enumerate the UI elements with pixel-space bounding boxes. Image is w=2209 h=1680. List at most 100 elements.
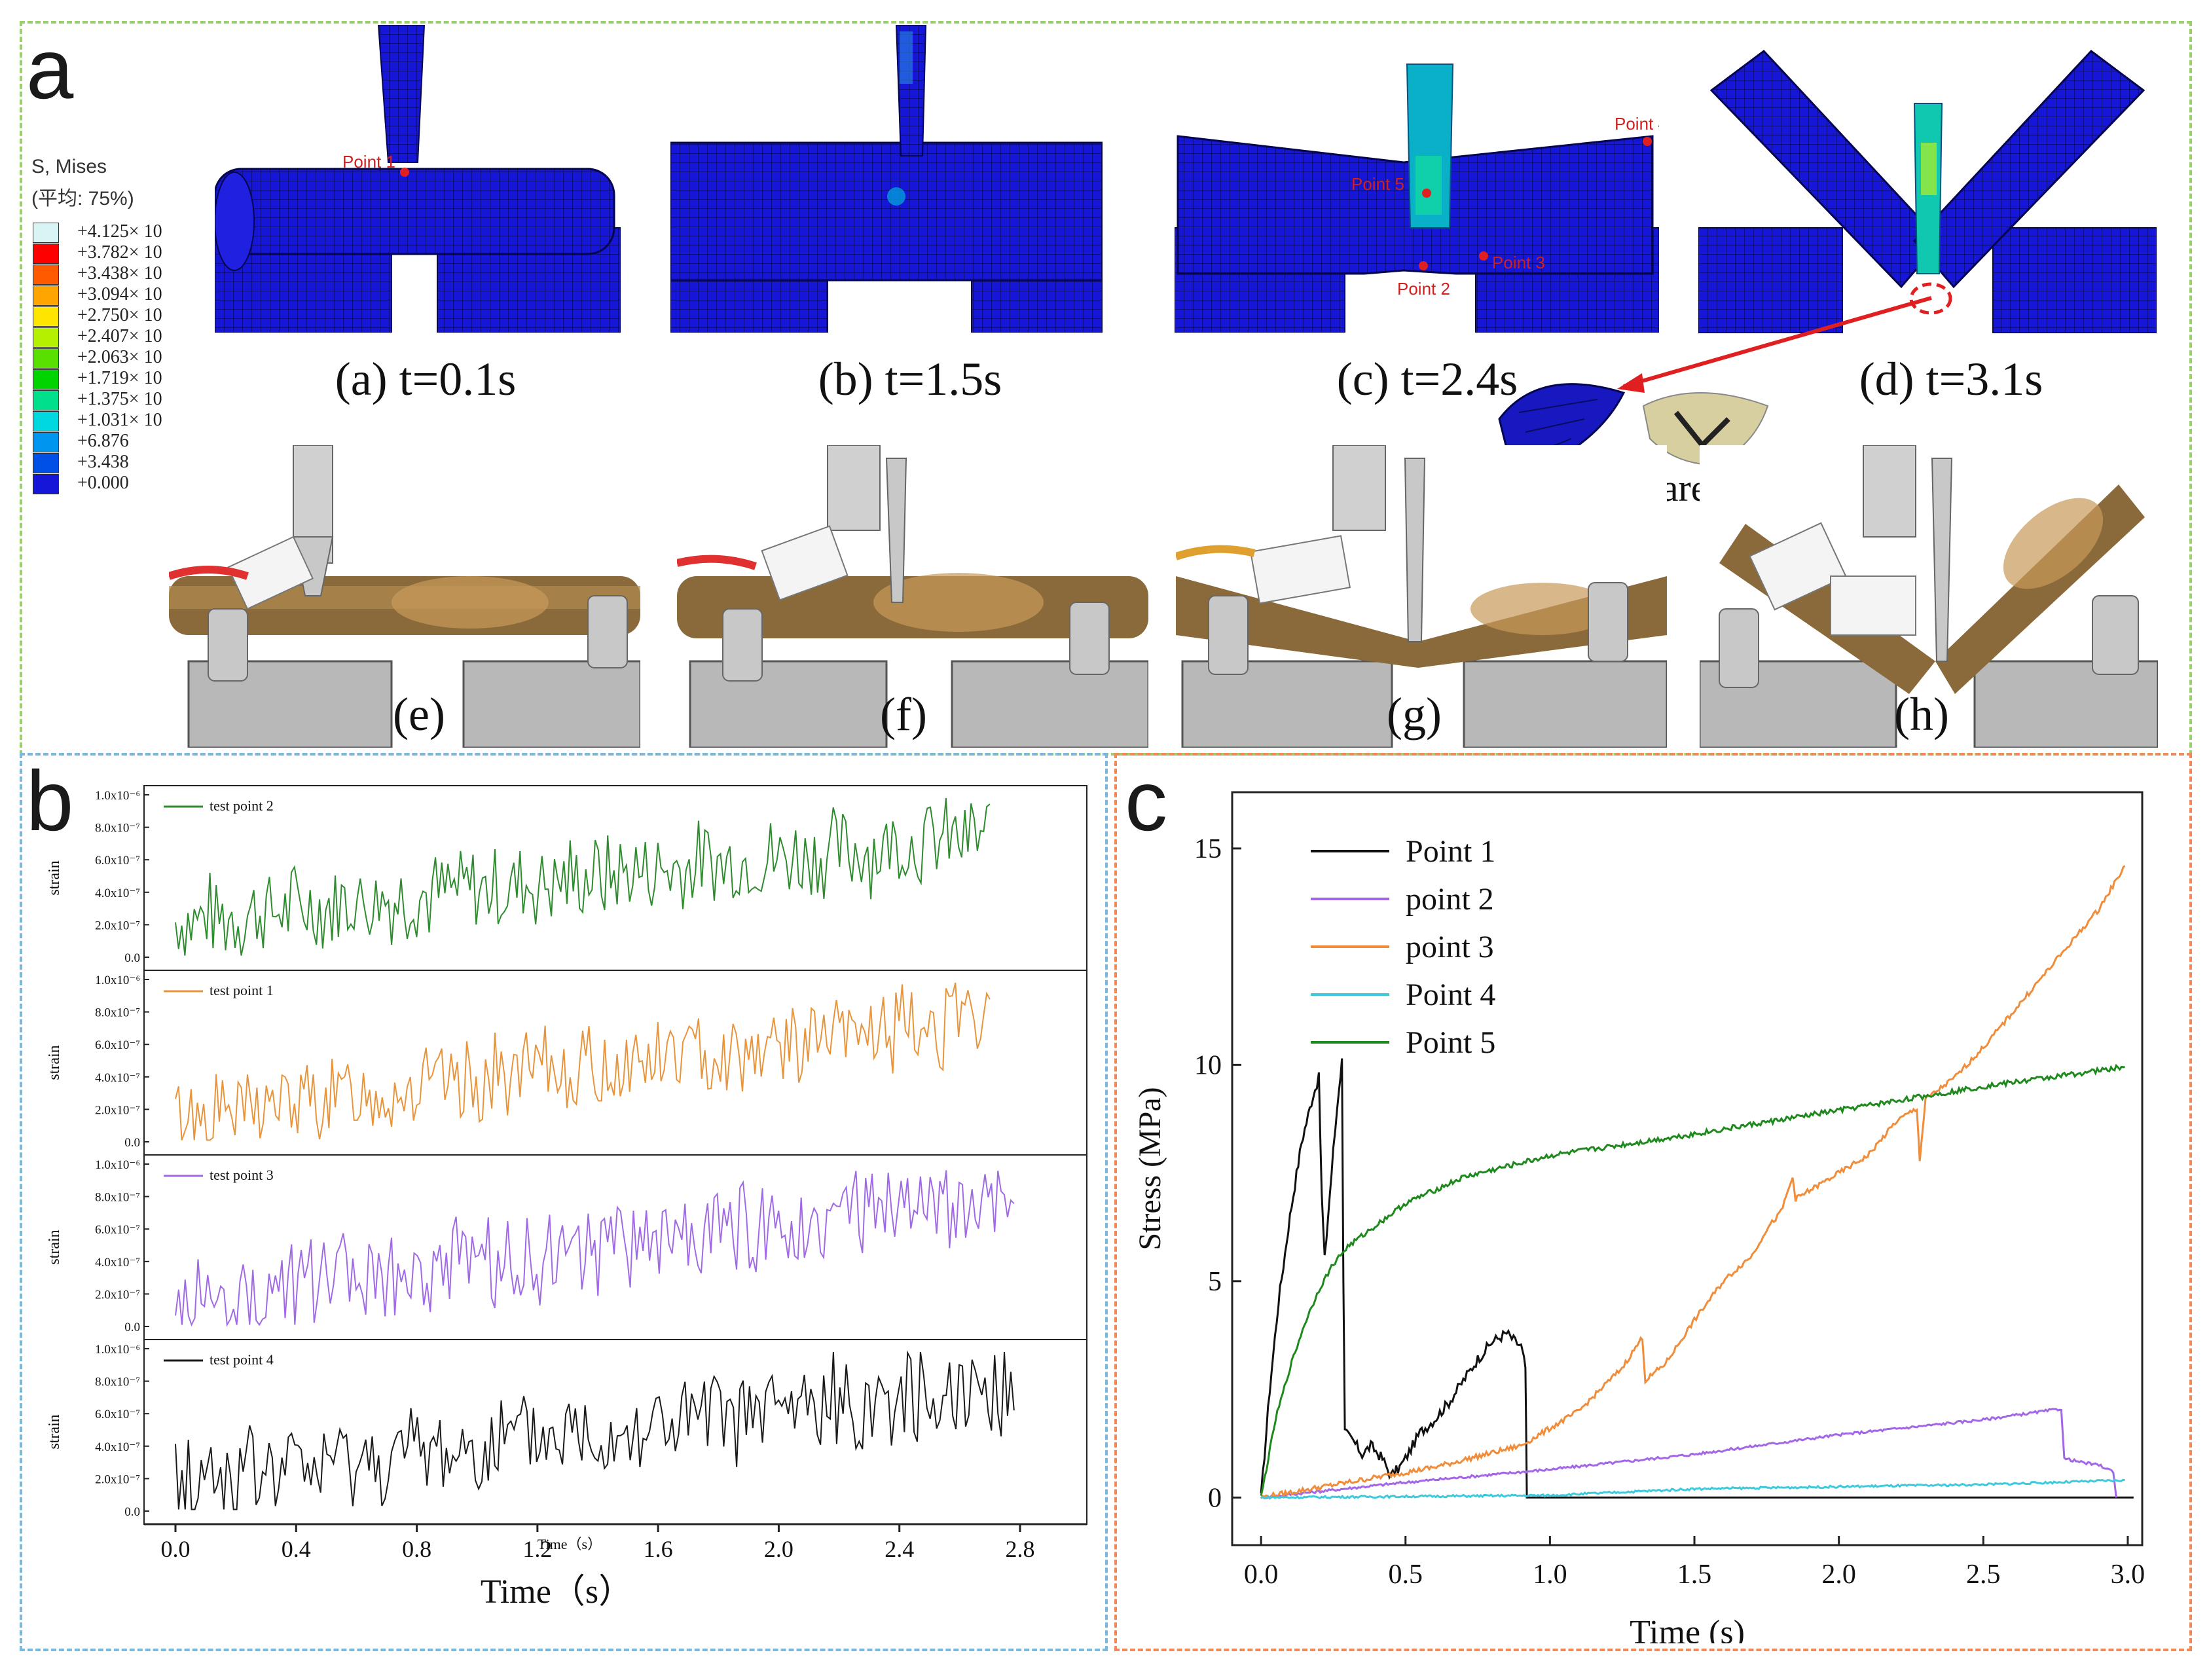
legend-swatch (33, 474, 59, 494)
x-tick-label: 0.5 (1389, 1560, 1423, 1590)
legend-entry: Point 1 (1406, 834, 1495, 869)
series-line (1260, 1478, 2125, 1500)
legend-swatch (33, 369, 59, 390)
y-tick-label: 8.0x10⁻⁷ (95, 1191, 140, 1205)
legend-entry: point 3 (1406, 930, 1494, 964)
caption-a: (a) t=0.1s (335, 353, 517, 405)
x-axis-label: Time（s） (481, 1573, 632, 1611)
legend-swatch (33, 390, 59, 411)
y-axis-label: Stress (MPa) (1133, 1087, 1167, 1250)
legend-label: +3.094× 10 (77, 284, 162, 304)
fea-snapshot-d (1698, 25, 2157, 339)
legend-label: +1.719× 10 (77, 368, 162, 388)
x-tick-label: 1.0 (1533, 1560, 1567, 1590)
y-tick-label: 1.0x10⁻⁶ (95, 1343, 140, 1357)
y-axis-label: strain (46, 1230, 63, 1264)
y-axis-label: strain (46, 1045, 63, 1080)
y-tick-label: 4.0x10⁻⁷ (95, 1256, 140, 1269)
plot-frame (1231, 791, 2144, 1546)
x-tick-label: 0.4 (282, 1536, 311, 1562)
fea-label-point1: Point 1 (342, 152, 395, 172)
x-tick-label: 0.0 (161, 1536, 191, 1562)
panel-b-letter: b (26, 753, 74, 849)
legend-swatch (33, 327, 59, 348)
strain-chart: 0.0 2.0x10⁻⁷ 4.0x10⁻⁷ 6.0x10⁻⁷ 8.0x10⁻⁷ 1.0x1… (46, 785, 1087, 1611)
legend-row (33, 390, 59, 411)
y-tick-label: 6.0x10⁻⁷ (95, 1038, 140, 1052)
series-line (175, 1350, 1015, 1510)
series-line (175, 982, 991, 1141)
legend-entry: test point 2 (210, 797, 274, 814)
legend-row (33, 327, 59, 348)
panel-b-frame (20, 753, 1108, 1651)
photo-h (1700, 445, 2158, 748)
x-tick-label: 2.8 (1006, 1536, 1035, 1562)
legend-label: +2.063× 10 (77, 347, 162, 367)
legend-entry: Point 4 (1406, 977, 1495, 1012)
photo-e (169, 445, 640, 748)
legend-row (33, 244, 59, 264)
y-axis-label: strain (46, 860, 63, 895)
x-tick-label: 3.0 (2111, 1560, 2145, 1590)
legend-entry: test point 3 (210, 1167, 274, 1183)
legend-subtitle: (平均: 75%) (31, 188, 134, 210)
y-tick-label: 2.0x10⁻⁷ (95, 1288, 140, 1302)
y-tick-label: 1.0x10⁻⁶ (95, 789, 140, 803)
y-tick-label: 0.0 (124, 1321, 140, 1334)
x-tick-label: 1.6 (644, 1536, 673, 1562)
y-tick-label: 8.0x10⁻⁷ (95, 1006, 140, 1020)
panel-a-letter: a (26, 21, 74, 117)
x-axis-label: Time (s) (1630, 1614, 1745, 1643)
photo-g (1176, 445, 1667, 748)
series-line (175, 1170, 1015, 1327)
series-line (1260, 1063, 2125, 1497)
legend-swatch (33, 223, 59, 243)
legend-entry: point 2 (1406, 882, 1494, 917)
photo-label-g: (g) (1387, 688, 1442, 740)
legend-row (33, 223, 59, 243)
x-tick-label: 0.8 (402, 1536, 431, 1562)
y-tick-label: 2.0x10⁻⁷ (95, 1472, 140, 1486)
photo-label-h: (h) (1894, 688, 1949, 740)
legend-swatch (33, 265, 59, 285)
legend-label: +1.375× 10 (77, 389, 162, 409)
legend-label: +3.438 (77, 452, 129, 472)
legend-title: S, Mises (31, 156, 107, 177)
legend-swatch (33, 453, 59, 473)
y-tick-label: 10 (1194, 1050, 1222, 1080)
y-tick-label: 0.0 (124, 951, 140, 965)
legend-swatch (33, 306, 59, 327)
panel-c-frame (1114, 753, 2192, 1651)
photo-f (677, 445, 1148, 748)
y-tick-label: 5 (1208, 1267, 1222, 1297)
legend-row (33, 474, 59, 494)
legend-row (33, 369, 59, 390)
y-tick-label: 15 (1194, 834, 1222, 864)
legend-swatch (33, 348, 59, 369)
panel-c-letter: c (1125, 753, 1167, 849)
legend-swatch (33, 285, 59, 306)
legend-row (33, 411, 59, 431)
y-tick-label: 6.0x10⁻⁷ (95, 1408, 140, 1421)
y-axis-label: strain (46, 1414, 63, 1449)
legend-row (33, 453, 59, 473)
y-tick-label: 8.0x10⁻⁷ (95, 822, 140, 835)
x-tick-label: 2.0 (1821, 1560, 1856, 1590)
legend-row (33, 265, 59, 285)
caption-d: (d) t=3.1s (1859, 353, 2043, 405)
legend-row (33, 348, 59, 369)
legend-row (33, 285, 59, 306)
fea-label-point4: Point 4 (1615, 114, 1659, 134)
photo-label-f: (f) (880, 688, 927, 740)
caption-c: (c) t=2.4s (1336, 353, 1518, 405)
legend-row (33, 306, 59, 327)
red-arrow-1 (1617, 296, 1932, 393)
subplot-frame (143, 1339, 1087, 1525)
legend-label: +6.876 (77, 431, 129, 451)
fea-label-point5: Point 5 (1351, 174, 1404, 194)
y-tick-label: 0.0 (124, 1505, 140, 1519)
y-tick-label: 6.0x10⁻⁷ (95, 1223, 140, 1237)
x-tick-label: 2.5 (1966, 1560, 2001, 1590)
series-line (1260, 1058, 2134, 1499)
legend-label: +2.407× 10 (77, 326, 162, 346)
